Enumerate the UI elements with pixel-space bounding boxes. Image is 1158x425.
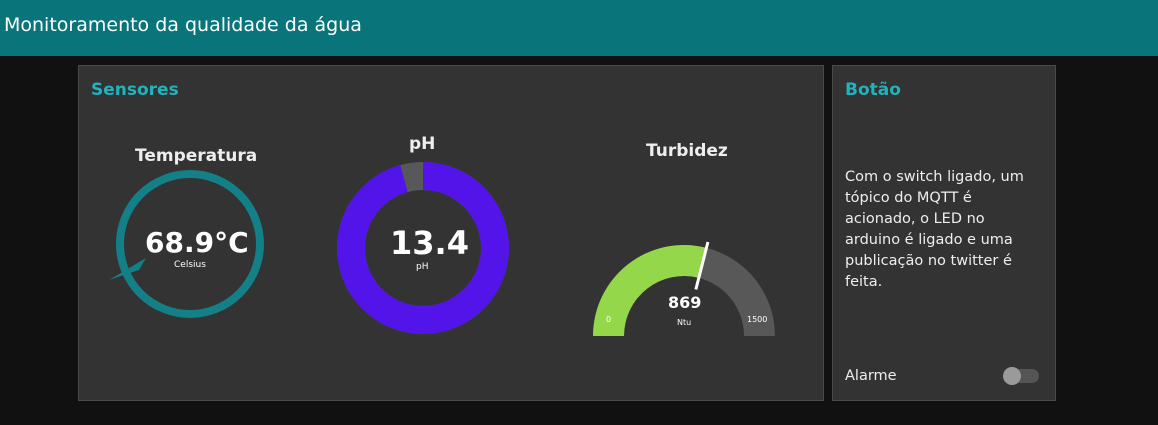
turbidez-max-label: 1500 [747, 315, 767, 324]
botao-description: Com o switch ligado, um tópico do MQTT é… [845, 167, 1035, 293]
botao-title: Botão [845, 80, 901, 100]
ph-unit: pH [416, 262, 428, 272]
botao-card: Botão Com o switch ligado, um tópico do … [832, 65, 1056, 401]
sensores-title: Sensores [91, 80, 179, 100]
turbidez-value: 869 [668, 293, 701, 312]
ph-value: 13.4 [390, 224, 469, 262]
turbidez-min-label: 0 [606, 315, 611, 324]
page-title: Monitoramento da qualidade da água [4, 14, 362, 36]
temperatura-label: Temperatura [135, 146, 257, 166]
sensores-card: Sensores Temperatura 68.9°C Celsius pH 1… [78, 65, 824, 401]
alarme-label: Alarme [845, 368, 897, 384]
temperatura-value: 68.9°C [145, 226, 249, 259]
turbidez-label: Turbidez [646, 141, 728, 161]
header-bar: Monitoramento da qualidade da água [0, 0, 1158, 56]
alarme-switch-thumb[interactable] [1003, 367, 1021, 385]
temperatura-unit: Celsius [174, 260, 206, 270]
alarme-switch[interactable] [1005, 369, 1039, 383]
turbidez-unit: Ntu [677, 318, 691, 327]
